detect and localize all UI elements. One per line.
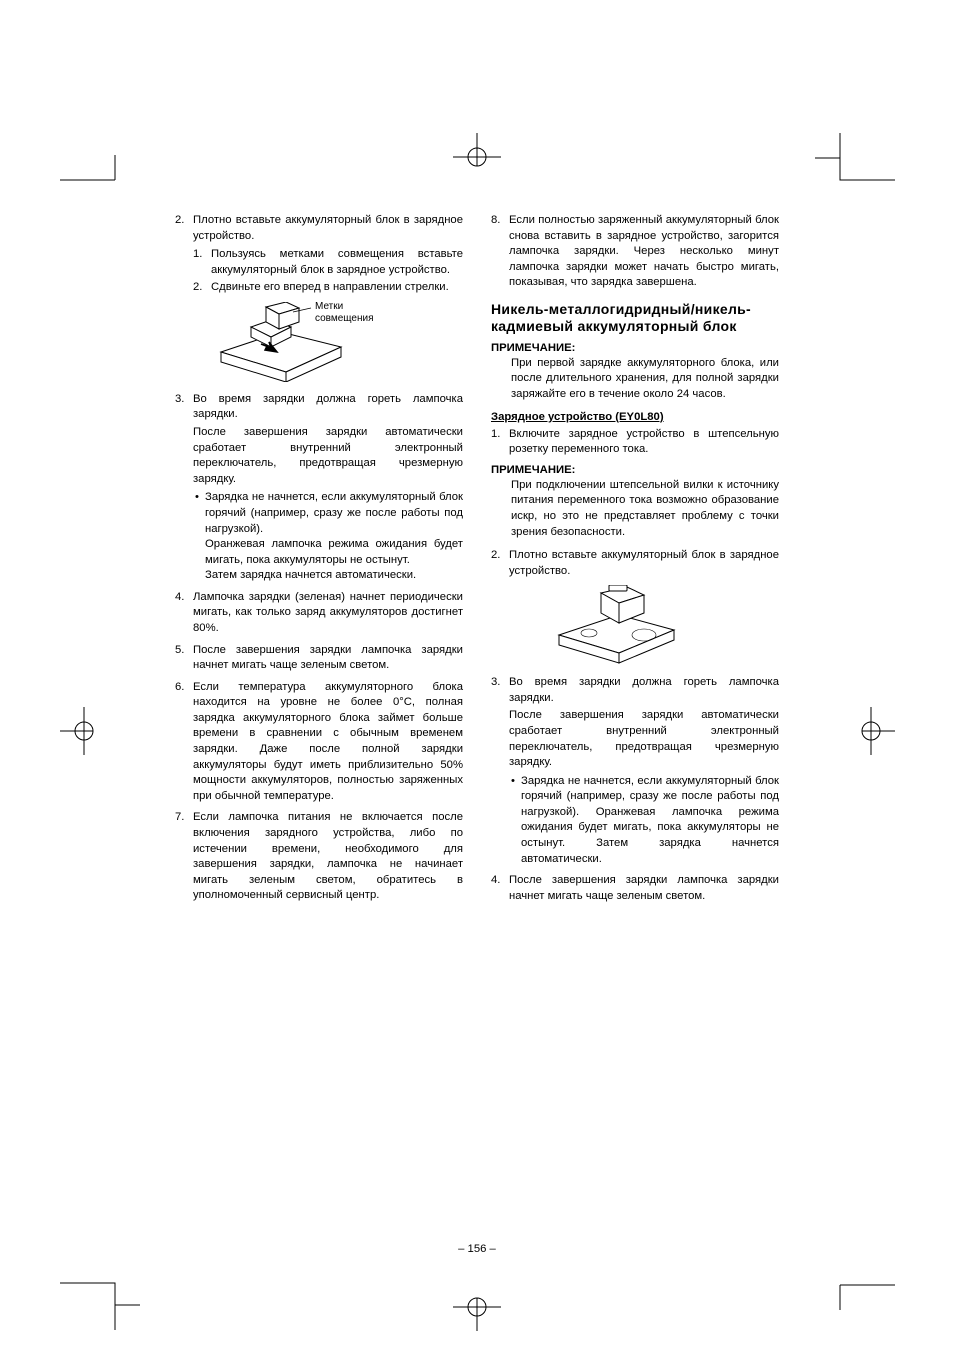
- item-number: 4.: [491, 873, 500, 889]
- item-text: Пользуясь метками совмещения вставьте ак…: [211, 248, 463, 276]
- item-number: 2.: [193, 280, 202, 296]
- item-number: 3.: [491, 675, 500, 691]
- item-number: 1.: [491, 427, 500, 443]
- crop-mark-top-right: [815, 133, 895, 203]
- item-number: 7.: [175, 810, 184, 826]
- figure-label: Метки совмещения: [315, 301, 374, 325]
- list-item: 2. Сдвиньте его вперед в направлении стр…: [193, 280, 463, 296]
- item-number: 6.: [175, 680, 184, 696]
- section-title: Никель-металлогидридный/никель-кадмиевый…: [491, 301, 779, 336]
- item-number: 2.: [175, 213, 184, 229]
- item-after: После завершения зарядки автоматически с…: [193, 425, 463, 487]
- item-text: Плотно вставьте аккумуляторный блок в за…: [193, 214, 463, 242]
- right-list-3: 2. Плотно вставьте аккумуляторный блок в…: [491, 548, 779, 904]
- item-text: Если полностью заряженный аккумуляторный…: [509, 214, 779, 288]
- list-item: 2. Плотно вставьте аккумуляторный блок в…: [491, 548, 779, 665]
- item-text: Если температура аккумуляторного блока н…: [193, 681, 463, 802]
- page-number: – 156 –: [0, 1243, 954, 1255]
- right-list-top: 8. Если полностью заряженный аккумулятор…: [491, 213, 779, 291]
- item-text: Во время зарядки должна гореть лампочка …: [509, 676, 779, 704]
- list-item: 2. Плотно вставьте аккумуляторный блок в…: [175, 213, 463, 382]
- item-number: 8.: [491, 213, 500, 229]
- item-text: Включите зарядное устройство в штепсельн…: [509, 428, 779, 456]
- item-text: Сдвиньте его вперед в направлении стрелк…: [211, 281, 449, 293]
- crop-mark-mid-right: [847, 693, 895, 769]
- note-label: ПРИМЕЧАНИЕ:: [491, 342, 779, 354]
- crop-mark-bot-right: [815, 1265, 895, 1310]
- list-item: 4. Лампочка зарядки (зеленая) начнет пер…: [175, 590, 463, 637]
- list-item: 6. Если температура аккумуляторного блок…: [175, 680, 463, 805]
- left-column: 2. Плотно вставьте аккумуляторный блок в…: [175, 213, 463, 910]
- list-item: Зарядка не начнется, если аккумуляторный…: [509, 774, 779, 867]
- crop-mark-bot-left: [60, 1260, 140, 1330]
- list-item: 4. После завершения зарядки лампочка зар…: [491, 873, 779, 904]
- item-text: Во время зарядки должна гореть лампочка …: [193, 393, 463, 421]
- figure-label-line: Метки: [315, 301, 374, 313]
- item-number: 5.: [175, 643, 184, 659]
- item-after: После завершения зарядки автоматически с…: [509, 708, 779, 770]
- list-item: 3. Во время зарядки должна гореть лампоч…: [175, 392, 463, 584]
- right-column: 8. Если полностью заряженный аккумулятор…: [491, 213, 779, 910]
- item-text: Плотно вставьте аккумуляторный блок в за…: [509, 549, 779, 577]
- crop-mark-bot-center: [439, 1283, 515, 1331]
- crop-mark-mid-left: [60, 693, 108, 769]
- figure-label-line: совмещения: [315, 313, 374, 325]
- item-text: После завершения зарядки лампочка зарядк…: [193, 644, 463, 672]
- item-text: Лампочка зарядки (зеленая) начнет период…: [193, 591, 463, 634]
- item-text: Если лампочка питания не включается посл…: [193, 811, 463, 901]
- charger-subhead: Зарядное устройство (EY0L80): [491, 411, 779, 423]
- note-body: При первой зарядке аккумуляторного блока…: [491, 356, 779, 403]
- list-item: 5. После завершения зарядки лампочка зар…: [175, 643, 463, 674]
- sub-list: 1. Пользуясь метками совмещения вставьте…: [193, 247, 463, 296]
- right-list-2: 1. Включите зарядное устройство в штепсе…: [491, 427, 779, 458]
- bullet-list: Зарядка не начнется, если аккумуляторный…: [509, 774, 779, 867]
- item-number: 3.: [175, 392, 184, 408]
- list-item: 1. Включите зарядное устройство в штепсе…: [491, 427, 779, 458]
- note-body: При подключении штепсельной вилки к исто…: [491, 478, 779, 540]
- crop-mark-top-center: [439, 133, 515, 181]
- list-item: Зарядка не начнется, если аккумуляторный…: [193, 490, 463, 583]
- item-number: 1.: [193, 247, 202, 263]
- page-content: 2. Плотно вставьте аккумуляторный блок в…: [175, 213, 779, 910]
- list-item: 3. Во время зарядки должна гореть лампоч…: [491, 675, 779, 867]
- left-list: 2. Плотно вставьте аккумуляторный блок в…: [175, 213, 463, 904]
- list-item: 1. Пользуясь метками совмещения вставьте…: [193, 247, 463, 278]
- item-number: 4.: [175, 590, 184, 606]
- note-label: ПРИМЕЧАНИЕ:: [491, 464, 779, 476]
- charger-figure-2: [549, 585, 779, 665]
- list-item: 7. Если лампочка питания не включается п…: [175, 810, 463, 903]
- list-item: 8. Если полностью заряженный аккумулятор…: [491, 213, 779, 291]
- item-text: Зарядка не начнется, если аккумуляторный…: [521, 775, 779, 865]
- charger-figure-1: Метки совмещения: [211, 302, 463, 382]
- bullet-list: Зарядка не начнется, если аккумуляторный…: [193, 490, 463, 583]
- crop-mark-top-left: [60, 155, 140, 200]
- item-number: 2.: [491, 548, 500, 564]
- item-text: После завершения зарядки лампочка зарядк…: [509, 874, 779, 902]
- item-text: Зарядка не начнется, если аккумуляторный…: [205, 491, 463, 581]
